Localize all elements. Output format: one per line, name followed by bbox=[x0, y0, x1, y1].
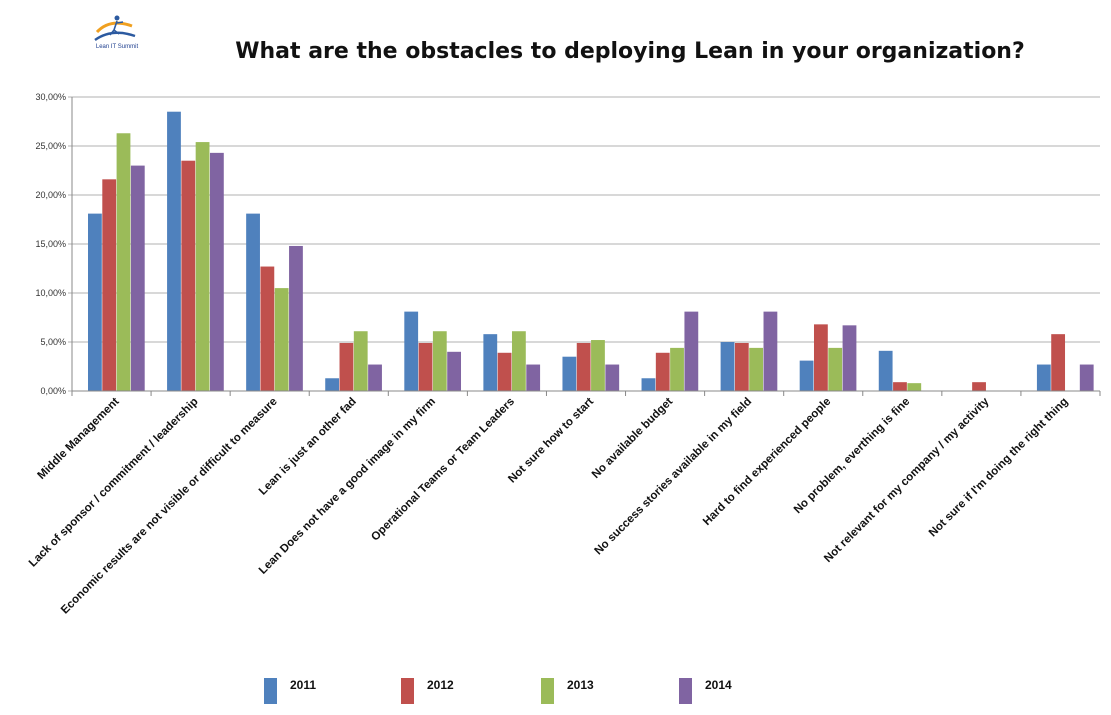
bar-2011 bbox=[88, 213, 102, 391]
bar-2012 bbox=[181, 160, 196, 391]
bar-2014 bbox=[684, 311, 699, 391]
bar-2014 bbox=[763, 311, 778, 391]
bar-2011 bbox=[641, 378, 656, 391]
x-category-label: Lean Does not have a good image in my fi… bbox=[257, 396, 438, 577]
bar-2014 bbox=[209, 152, 224, 391]
logo-figure-head bbox=[114, 15, 120, 21]
bar-2013 bbox=[116, 133, 131, 391]
logo: Lean IT Summit bbox=[94, 15, 139, 50]
legend: 2011 2012 2013 2014 bbox=[264, 678, 732, 704]
x-category-label: Not sure how to start bbox=[506, 396, 596, 486]
bar-2011 bbox=[562, 356, 577, 391]
bar-2013 bbox=[670, 347, 684, 391]
bar-2012 bbox=[893, 382, 907, 391]
bar-2013 bbox=[195, 142, 210, 391]
bar-2011 bbox=[325, 378, 340, 391]
chart-title: What are the obstacles to deploying Lean… bbox=[235, 39, 1024, 64]
bar-2012 bbox=[102, 179, 117, 391]
y-tick-label: 5,00% bbox=[40, 337, 66, 347]
bar-2012 bbox=[260, 266, 275, 391]
x-category-label: Not sure if I'm doing the right thing bbox=[927, 396, 1071, 540]
x-category-label: Lack of sponsor / commitment / leadershi… bbox=[27, 396, 201, 570]
bar-2013 bbox=[749, 347, 764, 391]
bar-2013 bbox=[511, 331, 526, 391]
x-category-label: Hard to find experienced people bbox=[701, 396, 833, 528]
logo-swoosh-orange bbox=[95, 21, 133, 34]
bar-2014 bbox=[447, 351, 462, 391]
logo-text: Lean IT Summit bbox=[96, 44, 139, 50]
bar-2012 bbox=[972, 382, 986, 391]
bar-2012 bbox=[1051, 334, 1066, 391]
bar-2011 bbox=[246, 213, 260, 391]
bar-2011 bbox=[720, 342, 735, 391]
y-tick-label: 0,00% bbox=[40, 386, 66, 396]
x-category-label: No available budget bbox=[590, 396, 675, 481]
y-tick-label: 30,00% bbox=[35, 92, 66, 102]
bar-2014 bbox=[1079, 364, 1094, 391]
legend-swatch-2012 bbox=[401, 678, 414, 704]
y-tick-label: 20,00% bbox=[35, 190, 66, 200]
bar-2013 bbox=[591, 340, 605, 391]
logo-figure bbox=[109, 20, 124, 36]
y-tick-label: 15,00% bbox=[35, 239, 66, 249]
bar-2014 bbox=[130, 165, 145, 391]
y-axis-tick-labels: 0,00% 5,00% 10,00% 15,00% 20,00% 25,00% 30,00% bbox=[35, 92, 66, 396]
bar-2012 bbox=[418, 342, 433, 391]
bar-2011 bbox=[1036, 364, 1051, 391]
bar-2013 bbox=[353, 331, 368, 391]
legend-swatch-2014 bbox=[679, 678, 692, 704]
x-category-label: Middle Management bbox=[35, 396, 121, 482]
bar-2011 bbox=[167, 111, 181, 391]
y-tick-label: 10,00% bbox=[35, 288, 66, 298]
x-category-label: Not relevant for my company / my activit… bbox=[822, 395, 992, 565]
axes bbox=[71, 97, 1101, 396]
y-tick-label: 25,00% bbox=[35, 141, 66, 151]
bar-2014 bbox=[368, 364, 382, 391]
legend-swatch-2013 bbox=[541, 678, 554, 704]
legend-label: 2012 bbox=[427, 678, 454, 692]
legend-swatch-2011 bbox=[264, 678, 277, 704]
bar-2011 bbox=[799, 360, 814, 391]
x-category-label: No success stories available in my field bbox=[593, 396, 755, 558]
bar-2013 bbox=[907, 383, 922, 391]
legend-label: 2014 bbox=[705, 678, 732, 692]
x-category-label: Operational Teams or Team Leaders bbox=[369, 396, 517, 544]
bar-2013 bbox=[828, 347, 843, 391]
bar-2012 bbox=[497, 352, 512, 391]
bar-2014 bbox=[526, 364, 541, 391]
legend-label: 2013 bbox=[567, 678, 594, 692]
bar-2012 bbox=[576, 342, 591, 391]
bar-2011 bbox=[878, 350, 893, 391]
bar-2013 bbox=[432, 331, 447, 391]
bar-2011 bbox=[404, 311, 419, 391]
logo-swoosh-blue bbox=[94, 31, 136, 42]
bar-2014 bbox=[605, 364, 620, 391]
bar-2012 bbox=[655, 352, 670, 391]
bar-2013 bbox=[274, 288, 289, 391]
bar-2012 bbox=[734, 342, 749, 391]
bar-2012 bbox=[339, 342, 354, 391]
bar-2014 bbox=[289, 245, 303, 391]
bar-2011 bbox=[483, 334, 498, 391]
bar-2012 bbox=[813, 324, 828, 391]
bars bbox=[88, 111, 1094, 391]
bar-2014 bbox=[842, 325, 857, 391]
legend-label: 2011 bbox=[290, 678, 316, 692]
